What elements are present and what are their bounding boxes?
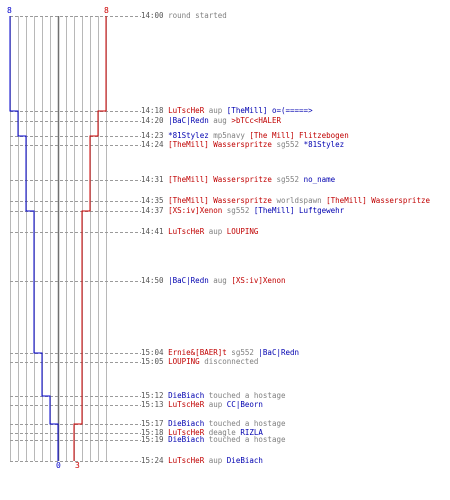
event-action: mp5navy [208, 131, 250, 140]
event-row: 15:24 LuTscHeR aup DieBiach [141, 455, 263, 466]
event-action: sg552 [226, 348, 259, 357]
event-action: round started [168, 11, 227, 20]
event-row: 15:05 LOUPING disconnected [141, 356, 258, 367]
red-start-score: 8 [104, 6, 109, 15]
event-time: 14:23 [141, 131, 164, 140]
event-action: aup [204, 400, 227, 409]
event-row: 14:37 [XS:iv]Xenon sg552 [TheMill] Luftg… [141, 205, 344, 216]
event-action: aup [204, 106, 227, 115]
player-name: *81Stylez [168, 131, 209, 140]
event-action: sg552 [271, 175, 304, 184]
event-time: 15:19 [141, 435, 164, 444]
blue-team-alive-line [9, 16, 59, 461]
blue-start-score: 8 [7, 6, 12, 15]
event-action: aug [208, 116, 232, 125]
player-name: CC|Beorn [226, 400, 263, 409]
event-time: 15:12 [141, 391, 164, 400]
player-name: [XS:iv]Xenon [168, 206, 223, 215]
event-row: 14:00 round started [141, 10, 227, 21]
player-name: [TheMill] o=(=====> [226, 106, 313, 115]
event-row: 14:50 |BaC|Redn aug [XS:iv]Xenon [141, 275, 286, 286]
player-name: |BaC|Redn [258, 348, 300, 357]
event-time: 15:13 [141, 400, 164, 409]
player-name: LuTscHeR [168, 428, 205, 437]
player-name: DieBiach [226, 456, 263, 465]
event-row: 14:20 |BaC|Redn aug >bTCc<HALER [141, 115, 281, 126]
event-action: sg552 [271, 140, 304, 149]
event-time: 15:18 [141, 428, 164, 437]
player-name: *81Stylez [303, 140, 345, 149]
event-row: 14:41 LuTscHeR aup LOUPING [141, 226, 258, 237]
player-name: [TheMill] Wasserspritze [168, 140, 272, 149]
event-time: 15:24 [141, 456, 164, 465]
event-row: 14:18 LuTscHeR aup [TheMill] o=(=====> [141, 105, 313, 116]
event-row: 15:13 LuTscHeR aup CC|Beorn [141, 399, 263, 410]
player-name: >bTCc<HALER [231, 116, 281, 125]
event-action: deagle [204, 428, 241, 437]
player-name: LuTscHeR [168, 400, 205, 409]
event-action: disconnected [199, 357, 259, 366]
player-name: |BaC|Redn [168, 276, 209, 285]
player-name: DieBiach [168, 435, 205, 444]
red-end-score: 3 [75, 461, 80, 470]
event-row: 14:24 [TheMill] Wasserspritze sg552 *81S… [141, 139, 344, 150]
player-name: [TheMill] Wasserspritze [326, 196, 430, 205]
player-name: DieBiach [168, 391, 205, 400]
event-row: 15:12 DieBiach touched a hostage [141, 390, 286, 401]
player-name: LuTscHeR [168, 227, 205, 236]
player-name: [TheMill] Luftgewehr [253, 206, 345, 215]
player-name: LuTscHeR [168, 106, 205, 115]
event-row: 15:04 Ernie&[BAER]t sg552 |BaC|Redn [141, 347, 299, 358]
event-action: touched a hostage [204, 419, 286, 428]
player-name: [TheMill] Wasserspritze [168, 196, 272, 205]
event-row: 15:19 DieBiach touched a hostage [141, 434, 286, 445]
player-name: |BaC|Redn [168, 116, 209, 125]
event-row: 15:18 LuTscHeR deagle RIZLA [141, 427, 263, 438]
event-action: aup [204, 456, 227, 465]
player-name: DieBiach [168, 419, 205, 428]
event-action: aug [208, 276, 232, 285]
event-time: 14:00 [141, 11, 164, 20]
player-name: LOUPING [168, 357, 200, 366]
player-name: [TheMill] Wasserspritze [168, 175, 272, 184]
event-time: 15:04 [141, 348, 164, 357]
event-time: 14:35 [141, 196, 164, 205]
player-name: no_name [303, 175, 336, 184]
blue-end-score: 0 [56, 461, 61, 470]
event-time: 15:05 [141, 357, 164, 366]
event-row: 14:35 [TheMill] Wasserspritze worldspawn… [141, 195, 430, 206]
event-time: 14:24 [141, 140, 164, 149]
player-name: Ernie&[BAER]t [168, 348, 227, 357]
player-name: [XS:iv]Xenon [231, 276, 286, 285]
player-name: [The Mill] Flitzebogen [249, 131, 349, 140]
event-time: 14:20 [141, 116, 164, 125]
red-team-alive-line [73, 16, 107, 461]
event-time: 14:50 [141, 276, 164, 285]
event-time: 14:31 [141, 175, 164, 184]
event-action: aup [204, 227, 227, 236]
event-time: 14:37 [141, 206, 164, 215]
event-row: 14:23 *81Stylez mp5navy [The Mill] Flitz… [141, 130, 349, 141]
event-time: 14:18 [141, 106, 164, 115]
event-action: sg552 [222, 206, 254, 215]
event-time: 15:17 [141, 419, 164, 428]
event-action: touched a hostage [204, 391, 286, 400]
player-name: RIZLA [240, 428, 263, 437]
event-row: 15:17 DieBiach touched a hostage [141, 418, 286, 429]
player-name: LOUPING [226, 227, 259, 236]
event-time: 14:41 [141, 227, 164, 236]
event-action: touched a hostage [204, 435, 286, 444]
event-row: 14:31 [TheMill] Wasserspritze sg552 no_n… [141, 174, 335, 185]
event-action: worldspawn [271, 196, 327, 205]
player-name: LuTscHeR [168, 456, 205, 465]
